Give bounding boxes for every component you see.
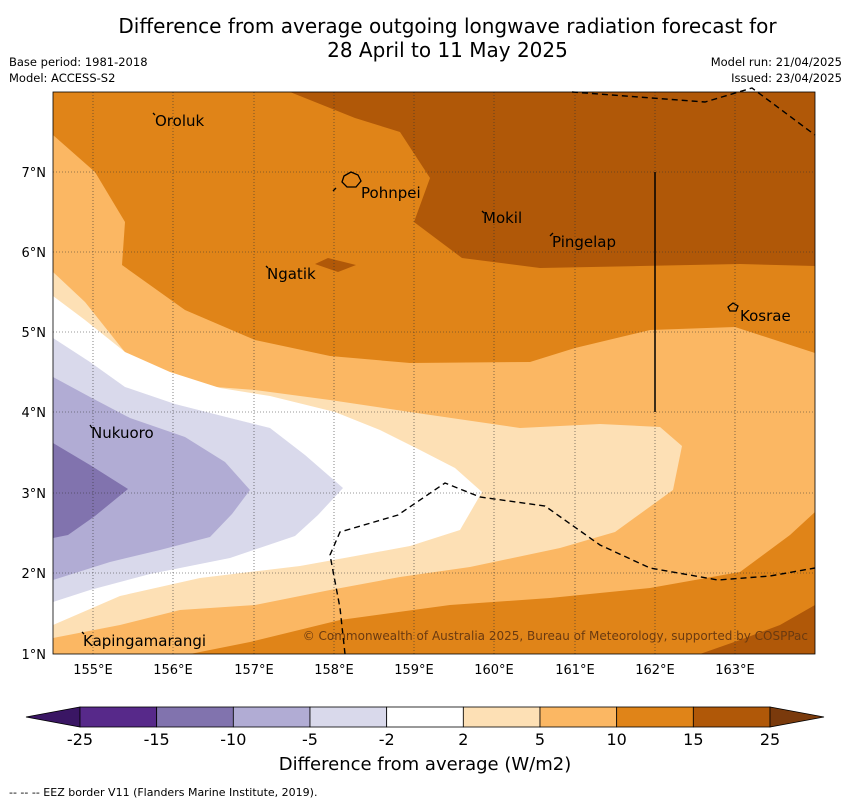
colorbar-extend-high — [769, 706, 825, 728]
title-line-1: Difference from average outgoing longwav… — [118, 14, 777, 38]
band-15-to-25-north — [290, 92, 815, 268]
y-tick-label: 7°N — [22, 166, 47, 181]
nukuoro-atoll — [89, 424, 93, 429]
pohnpei-island — [341, 171, 362, 188]
place-labels: Oroluk Pohnpei Mokil Pingelap Ngatik Kos… — [83, 112, 791, 650]
colorbar: -25 -15 -10 -5 -2 2 5 10 15 25 — [25, 706, 825, 749]
y-tick-label: 2°N — [22, 567, 47, 582]
title-line-2: 28 April to 11 May 2025 — [327, 38, 568, 62]
x-tick-label: 158°E — [314, 663, 354, 678]
x-tick-label: 159°E — [394, 663, 434, 678]
kapingamarangi-atoll — [81, 631, 85, 635]
colorbar-title: Difference from average (W/m2) — [278, 754, 572, 775]
pohnpei-reef — [332, 187, 337, 192]
x-tick-label: 155°E — [73, 663, 113, 678]
colorbar-swatch — [386, 706, 464, 728]
y-tick-label: 1°N — [22, 648, 47, 663]
colorbar-tick-label: 10 — [606, 730, 626, 749]
x-tick-label: 163°E — [715, 663, 755, 678]
issued-label: Issued: 23/04/2025 — [731, 71, 842, 85]
x-tick-label: 156°E — [153, 663, 193, 678]
colorbar-swatch — [539, 706, 618, 728]
place-label-ngatik: Ngatik — [267, 265, 316, 283]
colorbar-tick-label: 15 — [683, 730, 703, 749]
mokil-atoll — [481, 210, 485, 214]
model-label: Model: ACCESS-S2 — [9, 71, 116, 85]
x-tick-label: 161°E — [555, 663, 595, 678]
island-outlines — [81, 112, 739, 635]
colorbar-swatch — [232, 706, 311, 728]
colorbar-swatch — [462, 706, 541, 728]
colorbar-extend-low — [25, 706, 81, 728]
y-tick-label: 6°N — [22, 246, 47, 261]
band-neg15-to-neg10 — [53, 443, 128, 538]
y-tick-label: 5°N — [22, 326, 47, 341]
chart-title: Difference from average outgoing longwav… — [0, 14, 850, 62]
y-tick-label: 4°N — [22, 406, 47, 421]
place-label-nukuoro: Nukuoro — [91, 424, 154, 442]
colorbar-swatch — [309, 706, 388, 728]
oroluk-atoll — [152, 112, 156, 116]
x-tick-label: 162°E — [635, 663, 675, 678]
grid-lines — [53, 92, 815, 654]
map-frame — [52, 91, 816, 655]
colorbar-tick-label: -10 — [220, 730, 246, 749]
base-period-label: Base period: 1981-2018 — [9, 55, 148, 69]
place-label-kosrae: Kosrae — [740, 307, 791, 325]
x-axis-ticks: 155°E 156°E 157°E 158°E 159°E 160°E 161°… — [73, 663, 755, 678]
band-neg10-to-neg5 — [53, 377, 250, 580]
model-run-label: Model run: 21/04/2025 — [710, 55, 842, 69]
eez-border-lines — [329, 87, 816, 655]
y-axis-ticks: 1°N 2°N 3°N 4°N 5°N 6°N 7°N — [22, 166, 47, 663]
place-label-mokil: Mokil — [483, 209, 522, 227]
pingelap-atoll — [549, 232, 554, 237]
copyright-credit: © Commonwealth of Australia 2025, Bureau… — [303, 629, 808, 643]
band-15-to-25-ngatik — [315, 258, 356, 272]
y-tick-label: 3°N — [22, 487, 47, 502]
colorbar-tick-label: -15 — [144, 730, 170, 749]
place-label-kapingamarangi: Kapingamarangi — [83, 632, 206, 650]
place-label-pohnpei: Pohnpei — [361, 184, 421, 202]
eez-footnote: -- -- -- EEZ border V11 (Flanders Marine… — [9, 786, 318, 799]
x-tick-label: 160°E — [474, 663, 514, 678]
band-15-to-25-south — [700, 605, 815, 654]
kosrae-island — [727, 302, 739, 312]
place-label-pingelap: Pingelap — [552, 233, 616, 251]
colorbar-swatch — [616, 706, 694, 728]
colorbar-swatch — [79, 706, 158, 728]
eez-border-south — [329, 482, 816, 655]
place-label-oroluk: Oroluk — [155, 112, 204, 130]
colorbar-swatch — [692, 706, 771, 728]
x-tick-label: 157°E — [234, 663, 274, 678]
eez-border-north — [571, 87, 816, 136]
ngatik-atoll — [265, 265, 269, 269]
contour-map — [53, 92, 815, 654]
colorbar-tick-label: -5 — [302, 730, 318, 749]
colorbar-tick-label: 2 — [458, 730, 468, 749]
colorbar-swatch — [156, 706, 234, 728]
colorbar-tick-label: -25 — [67, 730, 93, 749]
colorbar-tick-label: -2 — [379, 730, 395, 749]
colorbar-tick-label: 25 — [760, 730, 780, 749]
colorbar-tick-label: 5 — [535, 730, 545, 749]
